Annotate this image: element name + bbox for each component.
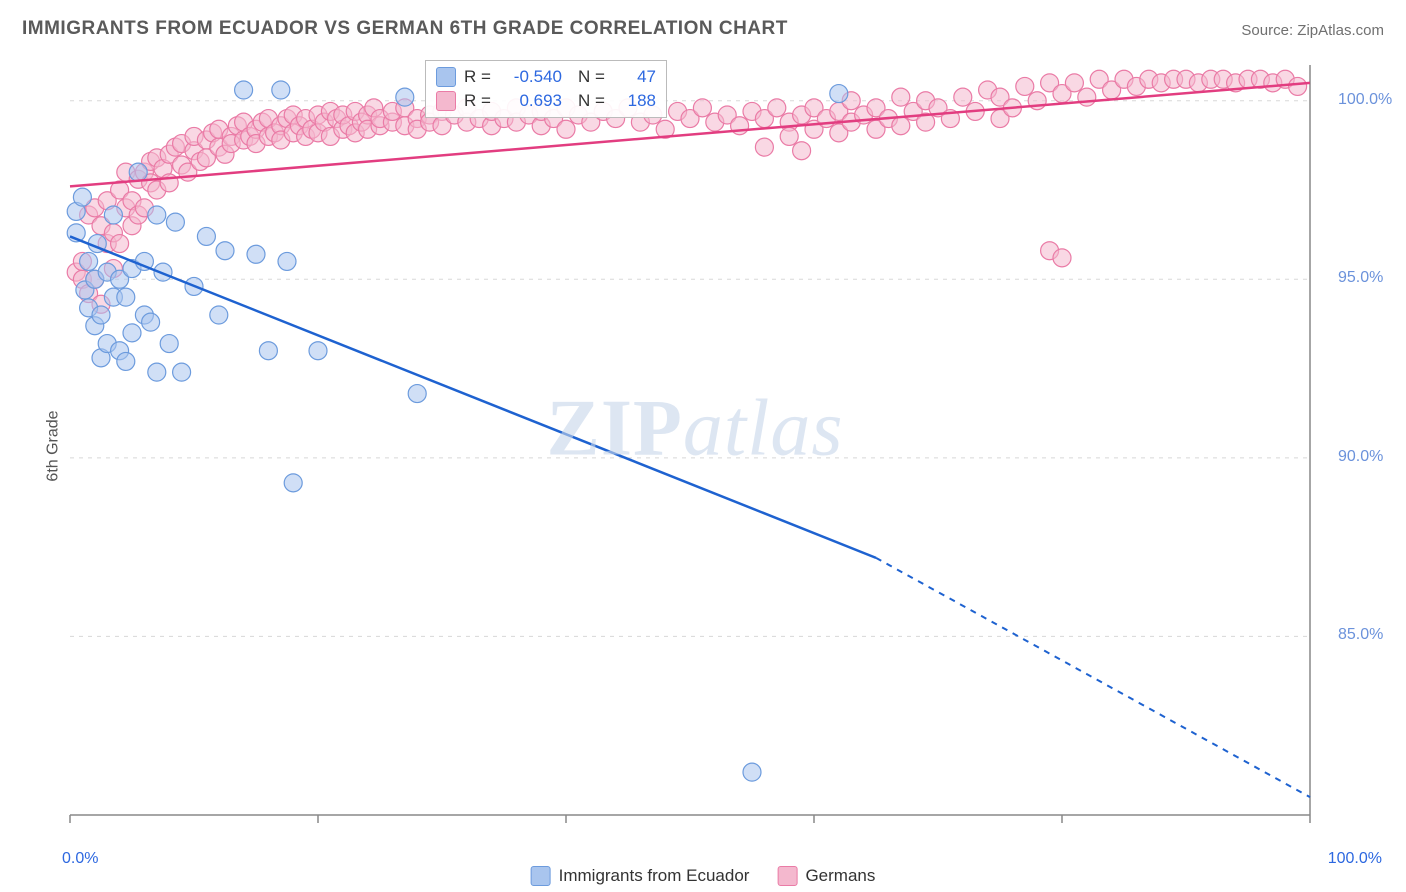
source-attribution: Source: ZipAtlas.com bbox=[1241, 22, 1384, 39]
y-tick-label: 100.0% bbox=[1338, 91, 1406, 109]
legend-n-ecuador: 47 bbox=[616, 65, 656, 89]
chart-area: ZIPatlas 85.0%90.0%95.0%100.0% bbox=[60, 55, 1330, 835]
y-tick-label: 90.0% bbox=[1338, 448, 1406, 466]
legend-swatch-ecuador bbox=[436, 67, 456, 87]
correlation-legend: R = -0.540 N = 47 R = 0.693 N = 188 bbox=[425, 60, 667, 118]
legend-row-german: R = 0.693 N = 188 bbox=[436, 89, 656, 113]
legend-r-label: R = bbox=[464, 89, 494, 113]
legend-swatch-ecuador bbox=[531, 866, 551, 886]
source-label: Source: bbox=[1241, 22, 1293, 39]
legend-swatch-german bbox=[436, 91, 456, 111]
scatter-plot-svg bbox=[60, 55, 1330, 835]
x-axis-start: 0.0% bbox=[62, 850, 98, 868]
x-axis-end: 100.0% bbox=[1328, 850, 1382, 868]
legend-label-ecuador: Immigrants from Ecuador bbox=[559, 866, 750, 886]
source-name[interactable]: ZipAtlas.com bbox=[1297, 22, 1384, 39]
legend-label-german: Germans bbox=[805, 866, 875, 886]
y-tick-label: 95.0% bbox=[1338, 269, 1406, 287]
legend-n-german: 188 bbox=[616, 89, 656, 113]
legend-row-ecuador: R = -0.540 N = 47 bbox=[436, 65, 656, 89]
legend-r-ecuador: -0.540 bbox=[502, 65, 562, 89]
legend-r-label: R = bbox=[464, 65, 494, 89]
legend-r-german: 0.693 bbox=[502, 89, 562, 113]
legend-swatch-german bbox=[777, 866, 797, 886]
legend-n-label: N = bbox=[578, 65, 608, 89]
legend-item-german: Germans bbox=[777, 866, 875, 886]
legend-item-ecuador: Immigrants from Ecuador bbox=[531, 866, 750, 886]
series-legend: Immigrants from Ecuador Germans bbox=[531, 866, 876, 886]
y-tick-label: 85.0% bbox=[1338, 626, 1406, 644]
chart-title: IMMIGRANTS FROM ECUADOR VS GERMAN 6TH GR… bbox=[22, 18, 788, 40]
legend-n-label: N = bbox=[578, 89, 608, 113]
